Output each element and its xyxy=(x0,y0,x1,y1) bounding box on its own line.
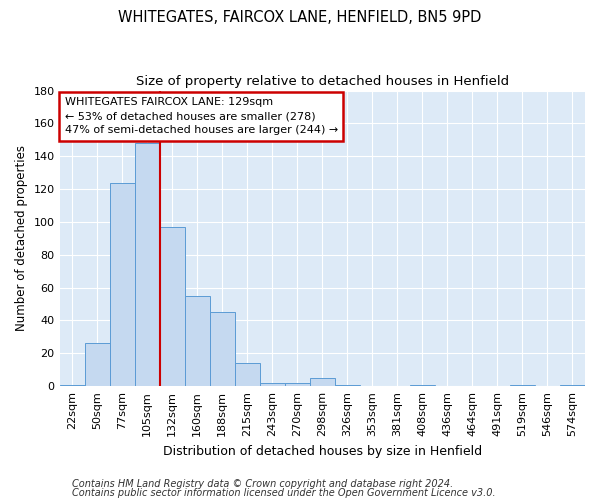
Title: Size of property relative to detached houses in Henfield: Size of property relative to detached ho… xyxy=(136,75,509,88)
Bar xyxy=(510,384,535,386)
Bar xyxy=(235,363,260,386)
Bar xyxy=(160,227,185,386)
Bar xyxy=(560,384,585,386)
Text: WHITEGATES, FAIRCOX LANE, HENFIELD, BN5 9PD: WHITEGATES, FAIRCOX LANE, HENFIELD, BN5 … xyxy=(118,10,482,25)
Bar xyxy=(85,344,110,386)
Bar xyxy=(410,384,435,386)
Bar xyxy=(209,312,235,386)
Text: Contains HM Land Registry data © Crown copyright and database right 2024.: Contains HM Land Registry data © Crown c… xyxy=(72,479,453,489)
Bar xyxy=(285,383,310,386)
Text: Contains public sector information licensed under the Open Government Licence v3: Contains public sector information licen… xyxy=(72,488,496,498)
Bar xyxy=(310,378,335,386)
Text: WHITEGATES FAIRCOX LANE: 129sqm
← 53% of detached houses are smaller (278)
47% o: WHITEGATES FAIRCOX LANE: 129sqm ← 53% of… xyxy=(65,97,338,135)
Bar xyxy=(185,296,209,386)
Bar xyxy=(59,384,85,386)
Bar xyxy=(134,143,160,386)
X-axis label: Distribution of detached houses by size in Henfield: Distribution of detached houses by size … xyxy=(163,444,482,458)
Bar xyxy=(110,182,134,386)
Bar xyxy=(260,383,285,386)
Bar xyxy=(335,384,360,386)
Y-axis label: Number of detached properties: Number of detached properties xyxy=(15,146,28,332)
